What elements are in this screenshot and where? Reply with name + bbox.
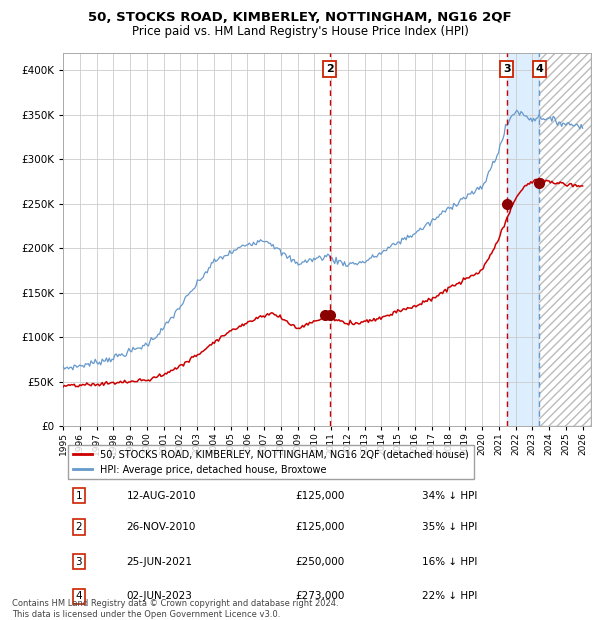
Text: 2: 2 (326, 64, 334, 74)
Text: Contains HM Land Registry data © Crown copyright and database right 2024.
This d: Contains HM Land Registry data © Crown c… (12, 600, 338, 619)
Text: £125,000: £125,000 (295, 522, 344, 532)
Text: 50, STOCKS ROAD, KIMBERLEY, NOTTINGHAM, NG16 2QF: 50, STOCKS ROAD, KIMBERLEY, NOTTINGHAM, … (88, 11, 512, 24)
Text: 4: 4 (76, 591, 82, 601)
Text: 2: 2 (76, 522, 82, 532)
Text: 26-NOV-2010: 26-NOV-2010 (127, 522, 196, 532)
Text: 1: 1 (76, 490, 82, 500)
Text: £125,000: £125,000 (295, 490, 344, 500)
Text: 35% ↓ HPI: 35% ↓ HPI (422, 522, 478, 532)
Text: 12-AUG-2010: 12-AUG-2010 (127, 490, 196, 500)
Text: 34% ↓ HPI: 34% ↓ HPI (422, 490, 478, 500)
Text: £273,000: £273,000 (295, 591, 344, 601)
Text: 02-JUN-2023: 02-JUN-2023 (127, 591, 192, 601)
Text: 25-JUN-2021: 25-JUN-2021 (127, 557, 193, 567)
Legend: 50, STOCKS ROAD, KIMBERLEY, NOTTINGHAM, NG16 2QF (detached house), HPI: Average : 50, STOCKS ROAD, KIMBERLEY, NOTTINGHAM, … (68, 445, 473, 479)
Text: 16% ↓ HPI: 16% ↓ HPI (422, 557, 478, 567)
Text: 3: 3 (76, 557, 82, 567)
Bar (507, 53, 539, 427)
Text: 22% ↓ HPI: 22% ↓ HPI (422, 591, 478, 601)
Text: £250,000: £250,000 (295, 557, 344, 567)
Text: 4: 4 (535, 64, 543, 74)
Text: Price paid vs. HM Land Registry's House Price Index (HPI): Price paid vs. HM Land Registry's House … (131, 25, 469, 38)
Text: 3: 3 (503, 64, 511, 74)
